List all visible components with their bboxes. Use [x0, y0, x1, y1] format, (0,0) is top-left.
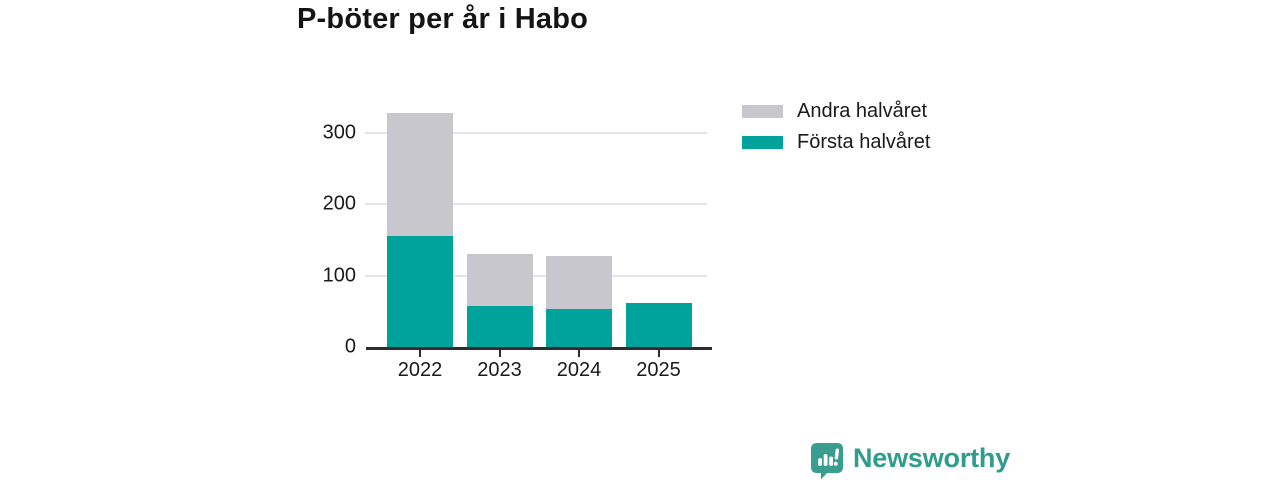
y-axis-tick-label: 100 — [322, 264, 356, 287]
bar-segment-2024-andra-halv-ret — [546, 256, 612, 310]
y-axis-tick-label: 300 — [322, 121, 356, 144]
bar-segment-2023-andra-halv-ret — [466, 254, 533, 306]
bar-segment-2024-f-rsta-halv-ret — [546, 309, 612, 347]
bar-segment-2022-f-rsta-halv-ret — [387, 236, 453, 347]
legend-swatch-andra-halvaret — [742, 104, 783, 118]
x-axis-tick — [657, 350, 660, 357]
gridline-100 — [365, 274, 707, 277]
x-axis-tick-label: 2024 — [556, 359, 602, 381]
x-axis-tick — [578, 350, 580, 357]
y-axis-tick-label: 0 — [344, 335, 356, 358]
bar-segment-2025-f-rsta-halv-ret — [625, 302, 692, 347]
x-axis-tick-label: 2023 — [477, 359, 522, 381]
legend-label: Första halvåret — [797, 130, 931, 153]
legend-item-andra-halvaret: Andra halvåret — [742, 99, 930, 123]
x-axis-tick — [419, 350, 421, 357]
x-axis-tick-label: 2022 — [397, 359, 443, 381]
legend: Andra halvåret Första halvåret — [742, 99, 930, 154]
x-axis-line — [366, 347, 712, 350]
x-axis-tick-label: 2025 — [636, 359, 681, 381]
y-axis-tick-label: 200 — [322, 192, 356, 215]
gridline-200 — [365, 203, 707, 206]
chart-title: P-böter per år i Habo — [297, 3, 589, 35]
newsworthy-logo-icon — [811, 443, 843, 480]
newsworthy-brand-link[interactable]: Newsworthy — [810, 442, 1010, 480]
legend-item-forsta-halvaret: Första halvåret — [742, 130, 930, 154]
legend-swatch-forsta-halvaret — [742, 135, 783, 149]
legend-label: Andra halvåret — [797, 99, 928, 122]
gridline-300 — [365, 132, 707, 135]
brand-name: Newsworthy — [853, 442, 1011, 473]
x-axis-tick — [498, 350, 501, 357]
bar-segment-2023-f-rsta-halv-ret — [466, 305, 533, 347]
bar-segment-2022-andra-halv-ret — [387, 113, 453, 237]
